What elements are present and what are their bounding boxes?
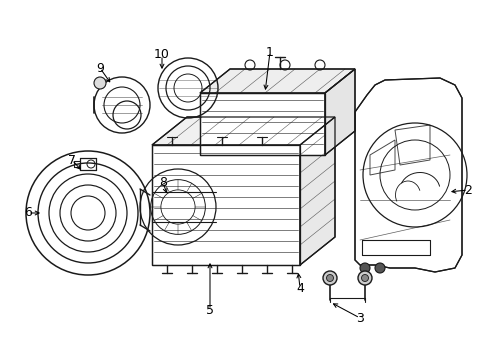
Circle shape — [94, 77, 106, 89]
Text: 2: 2 — [463, 184, 471, 197]
Polygon shape — [200, 69, 354, 93]
Text: 4: 4 — [295, 282, 304, 294]
Text: 9: 9 — [96, 62, 104, 75]
Text: 5: 5 — [205, 303, 214, 316]
Text: 10: 10 — [154, 49, 170, 62]
Text: 3: 3 — [355, 311, 363, 324]
Polygon shape — [200, 93, 325, 155]
Polygon shape — [152, 117, 334, 145]
Text: 7: 7 — [68, 153, 76, 166]
Polygon shape — [354, 78, 461, 272]
Polygon shape — [152, 145, 299, 265]
Circle shape — [374, 263, 384, 273]
Polygon shape — [325, 69, 354, 155]
Circle shape — [357, 271, 371, 285]
Text: 8: 8 — [159, 176, 167, 189]
Circle shape — [326, 274, 333, 282]
Circle shape — [361, 274, 368, 282]
Circle shape — [359, 263, 369, 273]
Circle shape — [323, 271, 336, 285]
Text: 1: 1 — [265, 45, 273, 58]
Polygon shape — [299, 117, 334, 265]
Text: 6: 6 — [24, 207, 32, 220]
